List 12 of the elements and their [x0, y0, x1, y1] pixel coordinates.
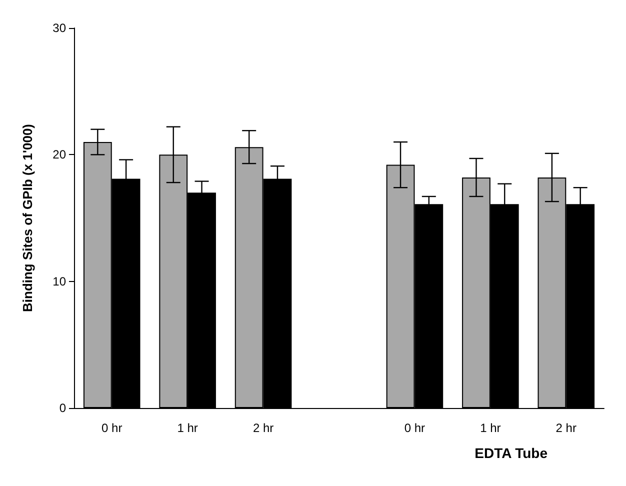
x-tick-label: 0 hr — [404, 421, 426, 435]
y-tick-label: 0 — [59, 401, 66, 415]
y-tick-label: 10 — [52, 274, 66, 288]
y-tick-label: 30 — [52, 21, 66, 35]
y-tick-label: 20 — [52, 148, 66, 162]
x-tick-label: 1 hr — [480, 421, 501, 435]
text: EDTA Tube — [474, 445, 548, 461]
x-tick-label: 2 hr — [252, 421, 274, 435]
x-tick-label: 0 hr — [102, 421, 122, 435]
x-tick-label: 2 hr — [556, 421, 576, 435]
y-axis-title: Binding Sites of GPIb (x 1'000) — [20, 124, 35, 312]
x-tick-label: 1 hr — [177, 421, 198, 435]
